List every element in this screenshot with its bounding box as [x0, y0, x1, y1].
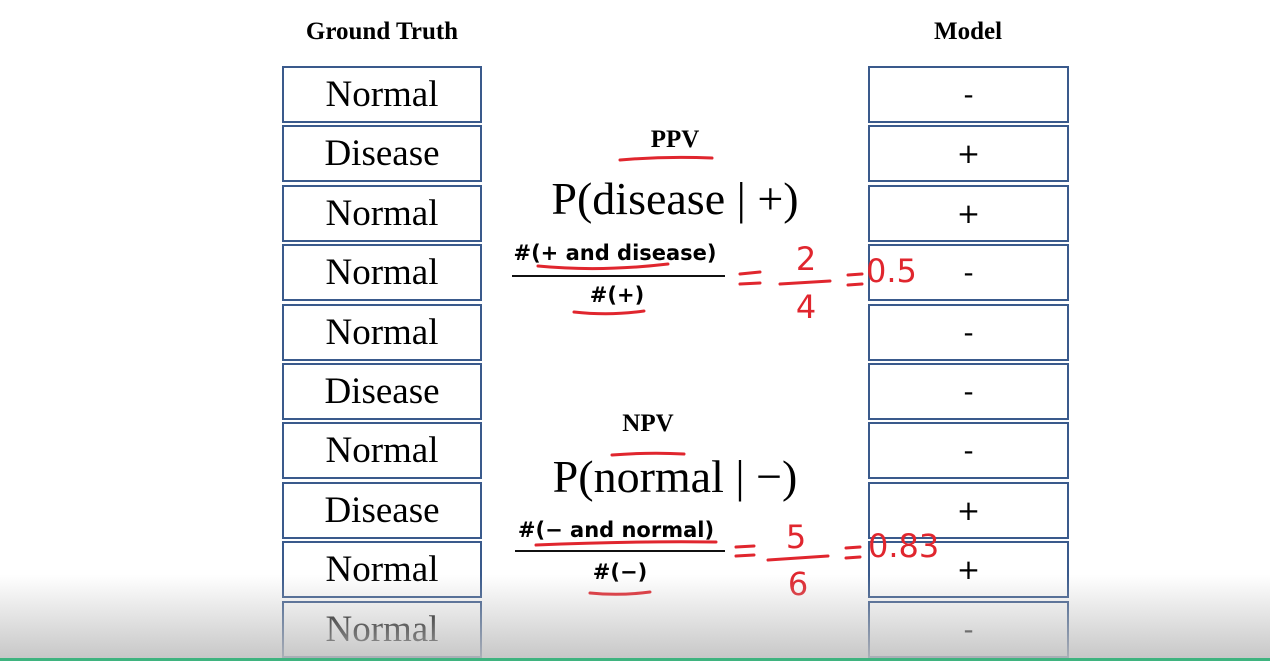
- progress-bar[interactable]: [0, 658, 1270, 661]
- ground-truth-cell: Normal: [282, 600, 482, 658]
- ground-truth-cell: Normal: [282, 184, 482, 242]
- npv-num-underline: [534, 540, 718, 547]
- model-cell: -: [868, 422, 1069, 480]
- ppv-numerator: #(+ and disease): [513, 241, 717, 265]
- npv-formula: P(normal | −): [552, 451, 798, 502]
- ground-truth-cell: Normal: [282, 66, 482, 123]
- npv-hand-result: 0.83: [868, 527, 940, 565]
- ppv-underline: [618, 155, 714, 162]
- ground-truth-cell: Disease: [282, 363, 482, 420]
- model-cell: +: [868, 125, 1069, 183]
- ppv-formula: P(disease | +): [551, 173, 799, 224]
- ground-truth-header: Ground Truth: [305, 18, 459, 45]
- ppv-den-underline: [572, 309, 646, 316]
- ppv-equals: [738, 270, 762, 286]
- ground-truth-cell: Normal: [282, 541, 482, 599]
- npv-hand-numerator: 5: [785, 518, 807, 556]
- model-cell: -: [868, 600, 1069, 658]
- ppv-hand-denominator: 4: [795, 288, 817, 326]
- video-controls-shade: [0, 575, 1270, 658]
- npv-den-underline: [588, 590, 652, 596]
- model-cell: -: [868, 303, 1069, 361]
- ground-truth-cell: Normal: [282, 303, 482, 361]
- ppv-hand-fraction: [778, 279, 832, 286]
- ground-truth-cell: Normal: [282, 244, 482, 302]
- model-cell: +: [868, 184, 1069, 242]
- model-cell: +: [868, 481, 1069, 539]
- ground-truth-cell: Disease: [282, 125, 482, 183]
- ppv-label: PPV: [650, 126, 700, 153]
- npv-equals: [734, 544, 756, 558]
- ppv-hand-numerator: 2: [795, 240, 817, 278]
- npv-equals-2: [844, 545, 862, 560]
- npv-denominator: #(−): [592, 560, 648, 584]
- model-cell: -: [868, 66, 1069, 123]
- npv-hand-fraction: [766, 554, 830, 562]
- ground-truth-cell: Disease: [282, 481, 482, 539]
- npv-numerator: #(− and normal): [517, 518, 715, 542]
- model-cell: -: [868, 363, 1069, 420]
- ppv-equals-2: [846, 272, 864, 287]
- model-header: Model: [933, 18, 1003, 45]
- ppv-hand-result: 0.5: [866, 252, 917, 290]
- npv-hand-denominator: 6: [787, 565, 809, 603]
- npv-label: NPV: [622, 410, 674, 437]
- ppv-denominator: #(+): [589, 283, 645, 307]
- ground-truth-cell: Normal: [282, 422, 482, 480]
- model-cell: -: [868, 244, 1069, 302]
